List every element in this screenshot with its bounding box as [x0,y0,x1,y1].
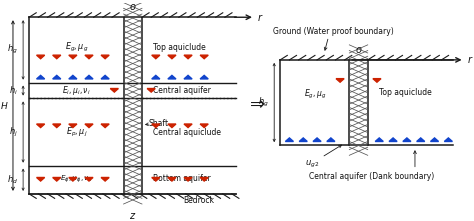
Polygon shape [403,138,411,141]
Polygon shape [85,75,93,79]
Polygon shape [53,55,61,59]
Text: $h_j$: $h_j$ [9,126,18,139]
Polygon shape [168,75,176,79]
Text: $r$: $r$ [257,12,264,23]
Polygon shape [69,124,77,128]
Polygon shape [152,75,160,79]
Polygon shape [69,75,77,79]
Text: $o$: $o$ [129,2,137,12]
Polygon shape [200,75,208,79]
Text: $r$: $r$ [467,54,474,65]
Polygon shape [53,124,61,128]
Polygon shape [184,75,192,79]
Polygon shape [36,124,45,128]
Text: Shaft: Shaft [148,119,168,128]
Text: $H$: $H$ [0,100,9,111]
Polygon shape [152,124,160,128]
Polygon shape [200,55,208,59]
Text: Central aquifer: Central aquifer [154,86,211,95]
Polygon shape [168,124,176,128]
Polygon shape [110,89,118,92]
Polygon shape [417,138,425,141]
Text: $h_g$: $h_g$ [258,96,269,109]
Text: $o$: $o$ [355,45,362,55]
Polygon shape [53,177,61,181]
Polygon shape [168,55,176,59]
Text: Central aquifer (Dank boundary): Central aquifer (Dank boundary) [309,171,434,181]
Polygon shape [327,138,335,141]
Polygon shape [200,177,208,181]
Polygon shape [375,138,383,141]
Polygon shape [168,177,176,181]
Text: Top aquiclude: Top aquiclude [154,43,206,52]
Polygon shape [147,89,155,92]
Polygon shape [444,138,452,141]
Polygon shape [313,138,321,141]
Polygon shape [85,124,93,128]
Polygon shape [200,124,208,128]
Polygon shape [36,75,45,79]
Text: $z$: $z$ [129,211,137,221]
Polygon shape [101,177,109,181]
Text: $h_i$: $h_i$ [9,84,18,97]
Text: Bottom aquifer: Bottom aquifer [154,174,211,183]
Polygon shape [101,124,109,128]
Text: Top aquiclude: Top aquiclude [379,88,432,97]
Polygon shape [373,79,381,82]
Text: Bedrock: Bedrock [183,196,214,205]
Text: Ground (Water proof boundary): Ground (Water proof boundary) [273,27,393,36]
Text: $h_g$: $h_g$ [7,43,18,57]
Polygon shape [85,177,93,181]
Polygon shape [36,177,45,181]
Polygon shape [299,138,307,141]
Text: $E_i, \mu_i, \nu_i$: $E_i, \mu_i, \nu_i$ [62,84,91,97]
Text: ⇒: ⇒ [250,97,264,114]
Polygon shape [53,75,61,79]
Text: $E_g, \mu_g$: $E_g, \mu_g$ [64,41,88,54]
Polygon shape [184,124,192,128]
Text: $E_\phi, \mu_\phi, \nu_d$: $E_\phi, \mu_\phi, \nu_d$ [60,174,93,185]
Polygon shape [101,75,109,79]
Polygon shape [430,138,438,141]
Polygon shape [69,55,77,59]
Polygon shape [285,138,293,141]
Text: $h_d$: $h_d$ [7,173,18,186]
Polygon shape [389,138,397,141]
Polygon shape [184,177,192,181]
Polygon shape [152,55,160,59]
Polygon shape [85,55,93,59]
Polygon shape [69,177,77,181]
Text: $E_g, \mu_g$: $E_g, \mu_g$ [303,88,326,101]
Text: $u_{g2}$: $u_{g2}$ [305,159,319,170]
Text: $E_p, \mu_j$: $E_p, \mu_j$ [65,126,87,139]
Text: Central aquiclude: Central aquiclude [154,128,221,137]
Polygon shape [101,55,109,59]
Polygon shape [36,55,45,59]
Polygon shape [184,55,192,59]
Polygon shape [152,177,160,181]
Polygon shape [336,79,344,82]
